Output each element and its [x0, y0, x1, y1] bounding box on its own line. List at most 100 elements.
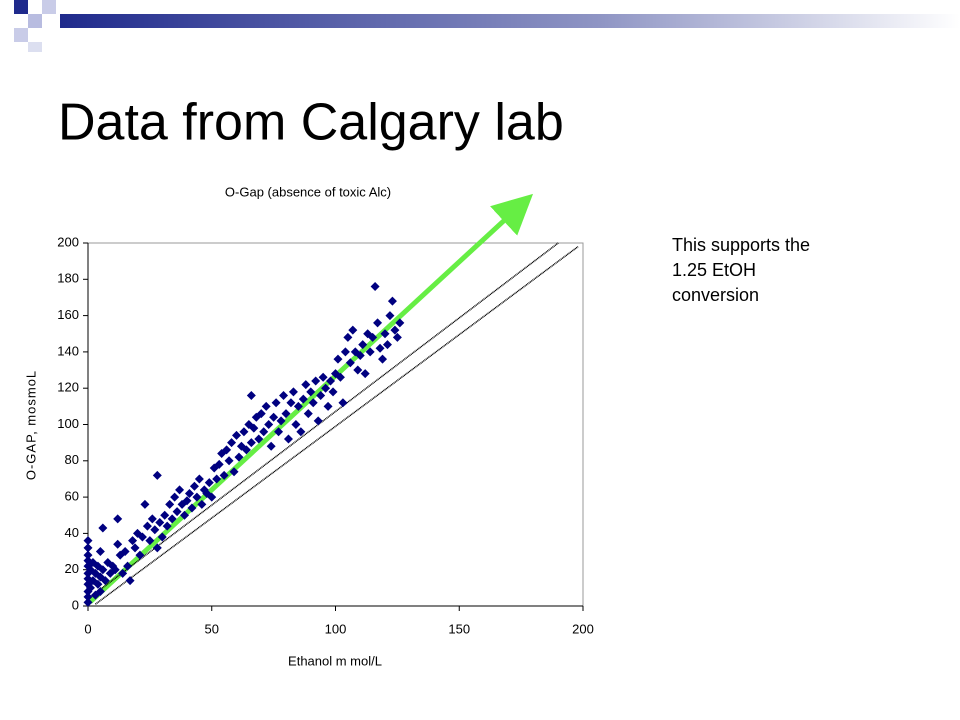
data-point — [147, 514, 157, 524]
data-point — [229, 467, 239, 477]
data-point — [375, 343, 385, 353]
data-point — [172, 507, 182, 517]
data-point — [239, 427, 249, 437]
data-point — [219, 470, 229, 480]
data-point — [222, 445, 232, 455]
x-axis-label: Ethanol m mol/L — [288, 653, 382, 668]
data-point — [123, 561, 133, 571]
y-tick-label: 40 — [65, 525, 79, 540]
data-point — [227, 438, 237, 448]
data-point — [340, 347, 350, 357]
data-point — [296, 427, 306, 437]
data-point — [152, 470, 162, 480]
data-point — [224, 456, 234, 466]
data-point — [93, 579, 103, 589]
data-point — [212, 474, 222, 484]
data-point — [306, 387, 316, 397]
trend-arrow — [88, 193, 534, 604]
data-point — [100, 576, 110, 586]
data-point — [83, 597, 93, 607]
data-point — [170, 492, 180, 502]
data-point — [311, 376, 321, 386]
data-point — [345, 358, 355, 368]
decoration — [14, 0, 960, 52]
data-point — [125, 576, 135, 586]
data-point — [358, 340, 368, 350]
data-point — [343, 332, 353, 342]
data-point — [207, 492, 217, 502]
data-point — [348, 325, 358, 335]
data-point — [197, 499, 207, 509]
data-point — [373, 318, 383, 328]
data-point — [387, 296, 397, 306]
data-point — [184, 488, 194, 498]
data-point — [118, 568, 128, 578]
data-point — [378, 354, 388, 364]
data-point — [259, 427, 269, 437]
data-point — [150, 525, 160, 535]
data-point — [303, 409, 313, 419]
x-tick-label: 100 — [325, 621, 347, 636]
data-point — [187, 503, 197, 513]
x-tick-label: 150 — [448, 621, 470, 636]
data-point — [192, 492, 202, 502]
data-point — [130, 543, 140, 553]
data-point — [276, 416, 286, 426]
y-tick-label: 20 — [65, 561, 79, 576]
data-point — [390, 325, 400, 335]
data-point — [137, 532, 147, 542]
data-point — [113, 539, 123, 549]
data-point — [175, 485, 185, 495]
x-tick-label: 200 — [572, 621, 594, 636]
chart-title: O-Gap (absence of toxic Alc) — [225, 184, 391, 199]
note: This supports the 1.25 EtOH conversion — [672, 233, 810, 308]
data-point — [113, 514, 123, 524]
data-point — [328, 387, 338, 397]
data-point — [360, 369, 370, 379]
data-point — [365, 347, 375, 357]
data-point — [286, 398, 296, 408]
y-tick-label: 80 — [65, 452, 79, 467]
y-axis-label: O-GAP, mosmoL — [23, 370, 38, 480]
data-point — [83, 543, 93, 553]
data-point — [353, 365, 363, 375]
data-point — [155, 518, 165, 528]
data-point — [380, 329, 390, 339]
data-point — [298, 394, 308, 404]
data-point — [232, 430, 241, 440]
data-point — [395, 318, 405, 328]
data-point — [288, 387, 298, 397]
data-point — [293, 401, 303, 411]
data-point — [214, 459, 224, 469]
data-point — [95, 586, 105, 596]
y-tick-label: 180 — [57, 271, 79, 286]
data-point — [83, 536, 93, 546]
data-point — [281, 409, 291, 419]
y-tick-label: 200 — [57, 234, 79, 249]
data-point — [323, 401, 333, 411]
data-point — [274, 427, 284, 437]
data-point — [269, 412, 279, 422]
data-point — [128, 536, 138, 546]
data-point — [157, 532, 167, 542]
data-point — [194, 474, 204, 484]
data-point — [182, 496, 192, 506]
data-point — [256, 409, 266, 419]
data-point — [261, 401, 271, 411]
data-point — [326, 376, 336, 386]
x-tick-label: 50 — [205, 621, 219, 636]
y-tick-label: 140 — [57, 343, 79, 358]
data-point — [204, 478, 214, 488]
data-point — [165, 499, 175, 509]
data-point — [279, 390, 289, 400]
data-point — [291, 420, 301, 429]
data-point — [266, 441, 276, 451]
data-point — [189, 481, 199, 491]
data-point — [283, 434, 293, 444]
data-point — [152, 543, 162, 553]
data-point — [110, 565, 120, 575]
data-point — [135, 550, 145, 560]
x-tick-label: 0 — [84, 621, 91, 636]
data-point — [313, 416, 323, 426]
note-line: This supports the — [672, 235, 811, 255]
